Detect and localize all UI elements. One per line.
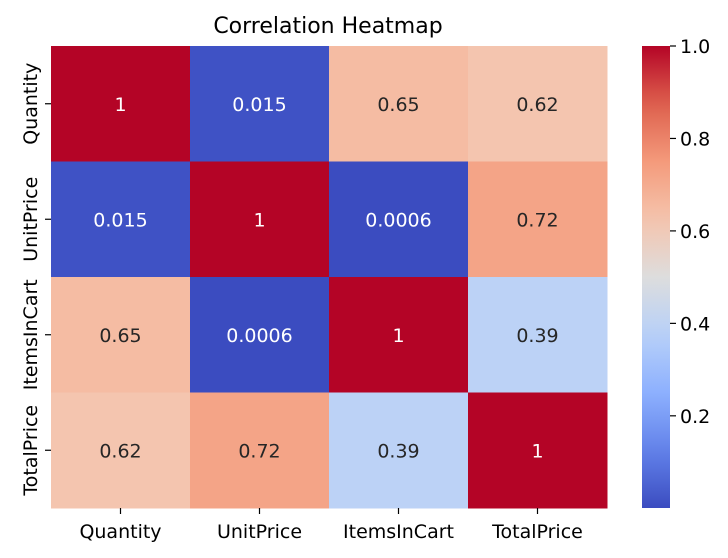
cell-label-1-2: 0.0006 [365, 209, 431, 231]
heatmap-cell-3-3 [468, 392, 608, 509]
heatmap-cell-0-3 [468, 46, 608, 162]
heatmap-cell-1-0 [51, 161, 191, 278]
cell-label-3-3: 1 [531, 440, 543, 462]
heatmap-cells: 1 0.015 0.65 0.62 0.015 1 0.0006 0.72 0.65 0.0006… [51, 46, 608, 509]
x-tick-label-0: Quantity [79, 521, 161, 543]
cell-label-3-1: 0.72 [238, 440, 280, 462]
colorbar-tick-label-1: 0.4 [680, 313, 710, 335]
cell-label-1-3: 0.72 [516, 209, 558, 231]
colorbar-axis: 0.2 0.4 0.6 0.8 1.0 [670, 36, 710, 428]
cell-label-0-2: 0.65 [377, 94, 419, 116]
heatmap-cell-3-2 [329, 392, 469, 509]
cell-label-0-3: 0.62 [516, 94, 558, 116]
cell-label-3-2: 0.39 [377, 440, 419, 462]
cell-label-1-0: 0.015 [93, 209, 147, 231]
y-tick-label-1: UnitPrice [20, 177, 42, 262]
colorbar-tick-label-2: 0.6 [680, 221, 710, 243]
heatmap-cell-1-1 [190, 161, 330, 278]
cell-label-0-1: 0.015 [232, 94, 286, 116]
y-tick-label-3: TotalPrice [20, 405, 42, 497]
heatmap-cell-2-2 [329, 277, 469, 393]
heatmap-cell-0-1 [190, 46, 330, 162]
colorbar-tick-label-3: 0.8 [680, 128, 710, 150]
y-tick-label-0: Quantity [20, 63, 42, 145]
cell-label-1-1: 1 [253, 209, 265, 231]
cell-label-0-0: 1 [114, 94, 126, 116]
colorbar-tick-label-0: 0.2 [680, 406, 710, 428]
colorbar [642, 46, 670, 508]
cell-label-2-3: 0.39 [516, 325, 558, 347]
heatmap-cell-0-0 [51, 46, 191, 162]
heatmap-cell-1-2 [329, 161, 469, 278]
heatmap-cell-3-1 [190, 392, 330, 509]
cell-label-3-0: 0.62 [99, 440, 141, 462]
heatmap-cell-1-3 [468, 161, 608, 278]
y-tick-label-2: ItemsInCart [20, 279, 42, 390]
chart-title: Correlation Heatmap [213, 14, 442, 39]
x-tick-label-2: ItemsInCart [343, 521, 454, 543]
cell-label-2-2: 1 [392, 325, 404, 347]
colorbar-tick-label-4: 1.0 [680, 36, 710, 58]
cell-label-2-0: 0.65 [99, 325, 141, 347]
heatmap-cell-2-1 [190, 277, 330, 393]
heatmap-cell-2-0 [51, 277, 191, 393]
x-tick-label-3: TotalPrice [491, 521, 583, 543]
heatmap-cell-2-3 [468, 277, 608, 393]
heatmap-cell-0-2 [329, 46, 469, 162]
heatmap-cell-3-0 [51, 392, 191, 509]
x-tick-label-1: UnitPrice [217, 521, 302, 543]
x-axis: Quantity UnitPrice ItemsInCart TotalPrice [79, 508, 583, 543]
y-axis: Quantity UnitPrice ItemsInCart TotalPrice [20, 63, 51, 497]
cell-label-2-1: 0.0006 [226, 325, 292, 347]
